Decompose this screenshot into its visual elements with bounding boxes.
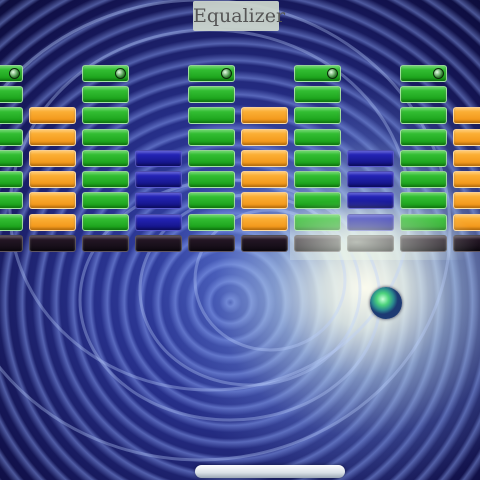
green-brick — [188, 171, 235, 189]
green-brick — [82, 192, 129, 210]
orange-brick — [241, 149, 288, 167]
green-brick — [400, 128, 447, 146]
green-brick — [0, 192, 23, 210]
green-brick — [294, 107, 341, 125]
base-brick — [294, 235, 341, 252]
green-brick — [0, 107, 23, 125]
green-brick — [400, 192, 447, 210]
green-brick — [82, 107, 129, 125]
blue-brick — [135, 213, 182, 231]
base-brick — [241, 235, 288, 252]
base-brick — [29, 235, 76, 252]
green-brick — [294, 171, 341, 189]
orange-brick — [453, 171, 480, 189]
green-brick — [294, 192, 341, 210]
orange-brick — [241, 213, 288, 231]
green-brick — [294, 128, 341, 146]
base-brick — [347, 235, 394, 252]
orange-brick — [453, 128, 480, 146]
green-brick — [188, 64, 235, 82]
green-brick — [0, 149, 23, 167]
swirl-ring — [193, 208, 347, 352]
blue-brick — [135, 192, 182, 210]
bonus-stud-icon — [221, 67, 232, 79]
swirl-ring — [8, 28, 412, 392]
orange-brick — [241, 192, 288, 210]
green-brick — [294, 213, 341, 231]
green-brick — [82, 128, 129, 146]
orange-brick — [29, 107, 76, 125]
orange-brick — [453, 213, 480, 231]
green-brick — [400, 149, 447, 167]
bonus-stud-icon — [327, 67, 338, 79]
green-brick — [0, 64, 23, 82]
green-brick — [82, 64, 129, 82]
green-brick — [294, 85, 341, 103]
orange-brick — [453, 192, 480, 210]
orange-brick — [453, 107, 480, 125]
orange-brick — [29, 128, 76, 146]
base-brick — [0, 235, 23, 252]
orange-brick — [241, 107, 288, 125]
green-brick — [0, 128, 23, 146]
base-brick — [82, 235, 129, 252]
bonus-stud-icon — [115, 67, 126, 79]
green-brick — [188, 213, 235, 231]
orange-brick — [29, 171, 76, 189]
orange-brick — [241, 128, 288, 146]
green-brick — [400, 85, 447, 103]
green-brick — [82, 171, 129, 189]
green-brick — [0, 171, 23, 189]
green-brick — [400, 171, 447, 189]
page-title: Equalizer — [193, 1, 285, 31]
green-brick — [400, 213, 447, 231]
base-brick — [453, 235, 480, 252]
orange-brick — [241, 171, 288, 189]
green-brick — [188, 128, 235, 146]
green-brick — [82, 85, 129, 103]
green-brick — [294, 64, 341, 82]
bonus-stud-icon — [9, 67, 20, 79]
blue-brick — [347, 149, 394, 167]
green-brick — [82, 149, 129, 167]
blue-brick — [135, 171, 182, 189]
orange-brick — [29, 149, 76, 167]
bonus-stud-icon — [433, 67, 444, 79]
blue-brick — [347, 213, 394, 231]
green-brick — [188, 107, 235, 125]
green-brick — [0, 85, 23, 103]
green-brick — [188, 85, 235, 103]
paddle-icon[interactable] — [195, 465, 345, 478]
base-brick — [188, 235, 235, 252]
green-brick — [400, 107, 447, 125]
orange-brick — [453, 149, 480, 167]
green-brick — [0, 213, 23, 231]
orange-brick — [29, 213, 76, 231]
green-brick — [188, 192, 235, 210]
orange-brick — [29, 192, 76, 210]
green-brick — [294, 149, 341, 167]
base-brick — [135, 235, 182, 252]
green-brick — [400, 64, 447, 82]
blue-brick — [347, 192, 394, 210]
ball-icon — [370, 287, 402, 319]
blue-brick — [135, 149, 182, 167]
green-brick — [82, 213, 129, 231]
green-brick — [188, 149, 235, 167]
blue-brick — [347, 171, 394, 189]
base-brick — [400, 235, 447, 252]
